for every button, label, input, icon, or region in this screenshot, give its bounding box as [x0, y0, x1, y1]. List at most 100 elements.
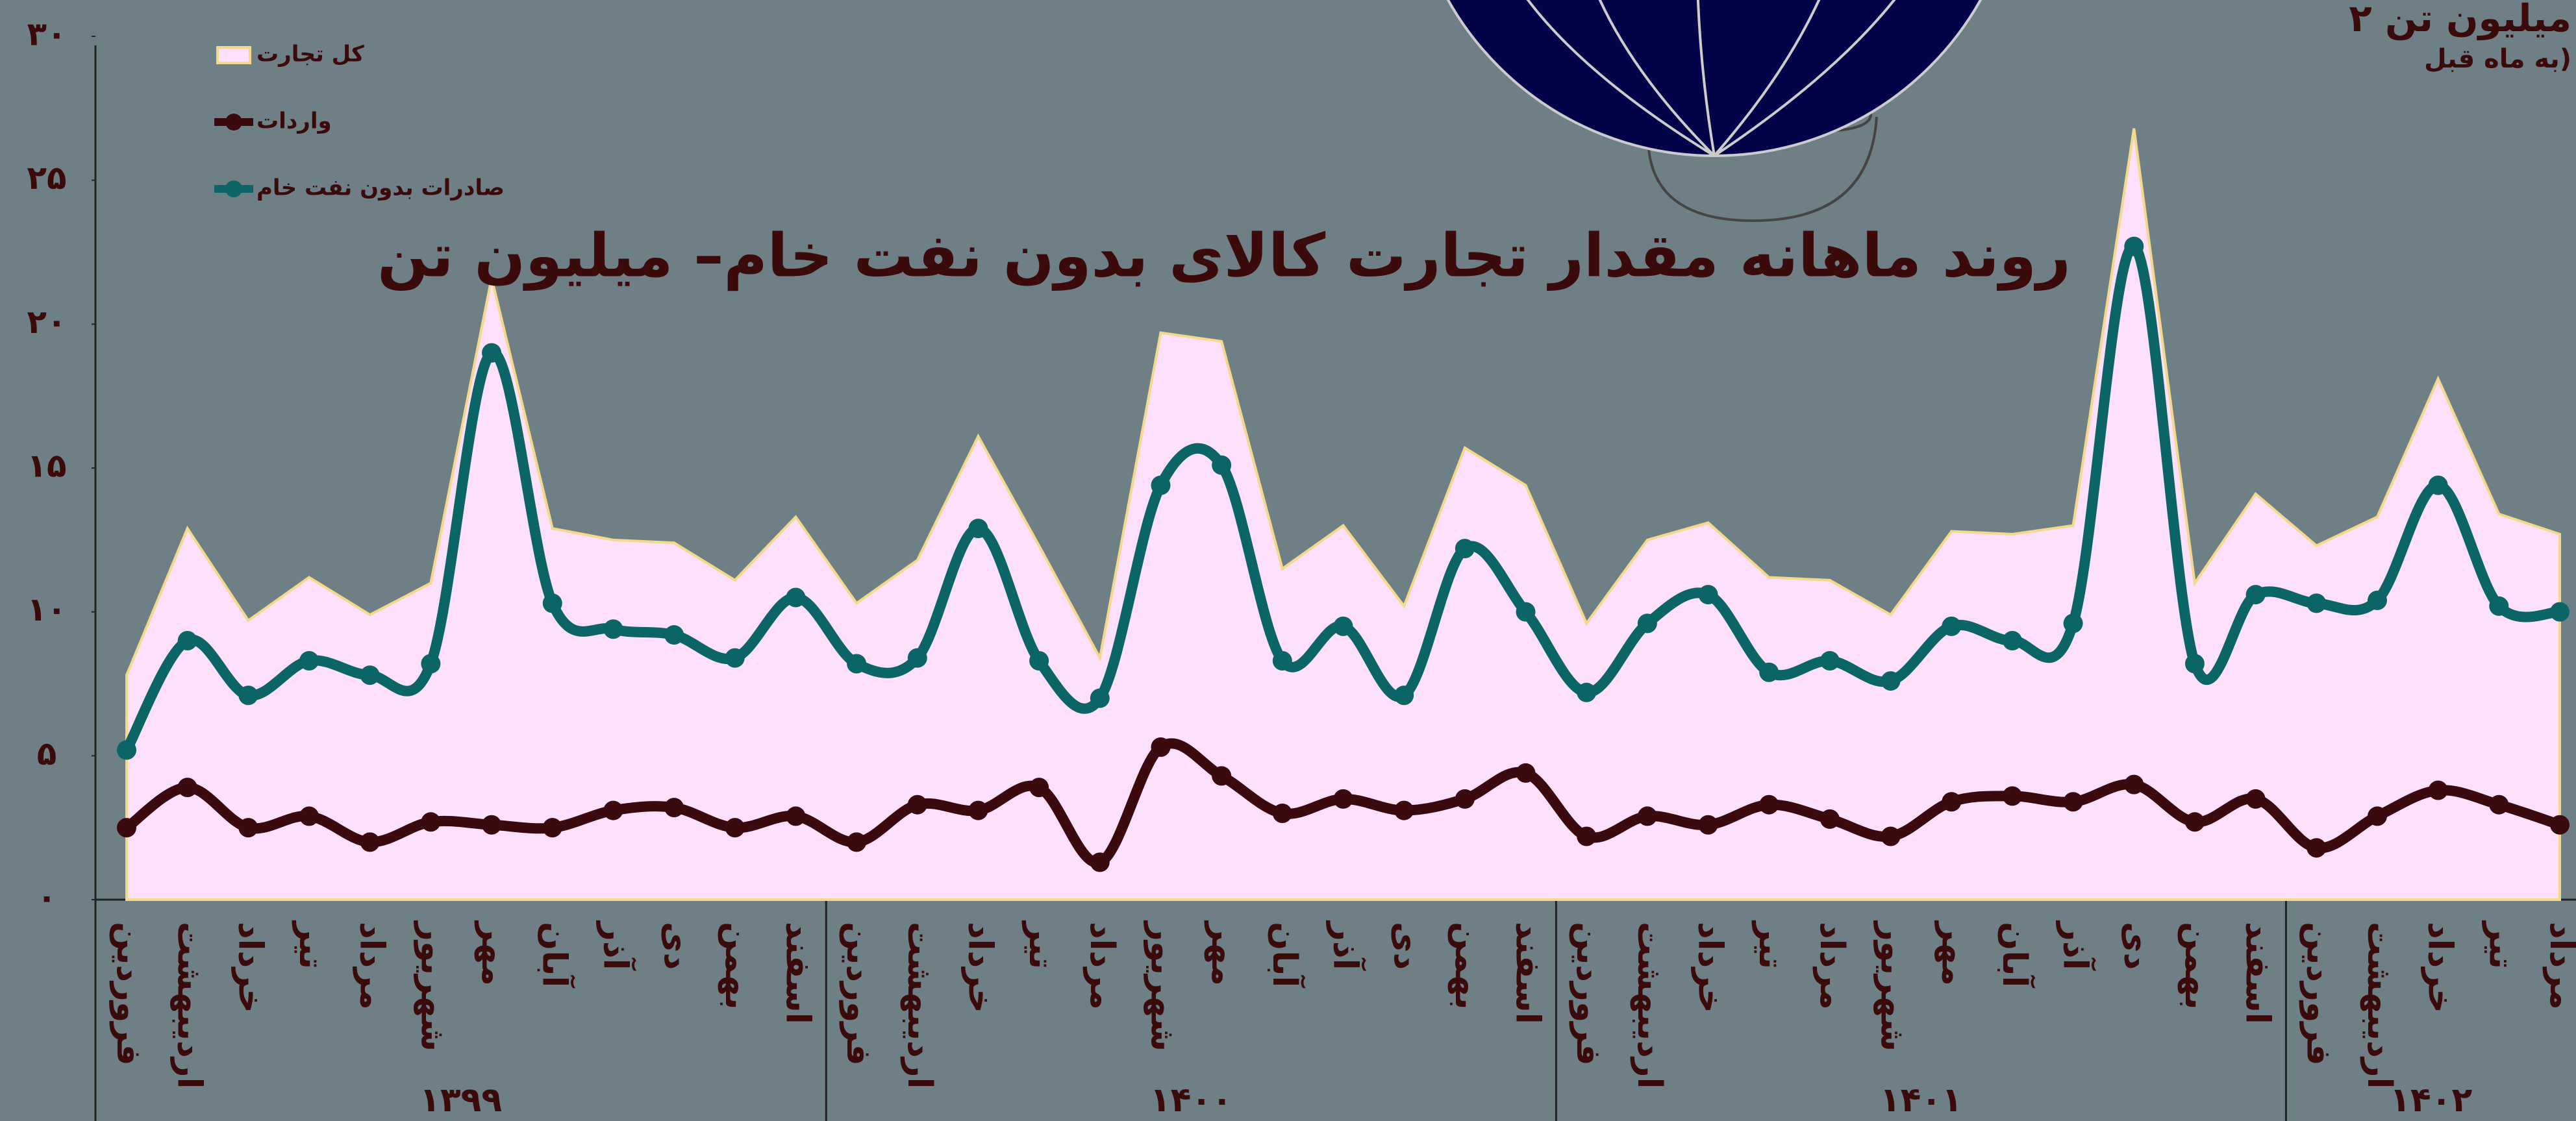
- x-tick-label: فروردین: [839, 922, 878, 1066]
- marker: [1394, 685, 1414, 706]
- x-tick-label: اسفند: [1508, 922, 1547, 1024]
- marker: [1881, 671, 1901, 691]
- x-tick-label: مرداد: [353, 922, 392, 1010]
- y-tick-label: ۲۰: [27, 303, 66, 341]
- marker: [907, 648, 927, 668]
- marker: [1151, 737, 1171, 758]
- marker: [1212, 766, 1232, 786]
- marker: [1455, 539, 1475, 559]
- x-tick-label: تیر: [292, 920, 331, 969]
- x-tick-label: خرداد: [2421, 922, 2460, 1013]
- x-tick-label: آذر: [2056, 920, 2097, 971]
- x-tick-label: اسفند: [2238, 922, 2277, 1024]
- x-tick-label: بهمن: [1447, 922, 1486, 1010]
- marker: [238, 818, 258, 838]
- marker: [421, 812, 441, 832]
- x-tick-label: دی: [1386, 922, 1425, 970]
- legend-swatch: [216, 46, 251, 64]
- group-label: ۱۴۰۲: [2390, 1081, 2472, 1120]
- y-tick-label: ۱۵: [27, 447, 66, 485]
- marker: [786, 806, 806, 826]
- marker: [299, 806, 319, 826]
- marker: [421, 654, 441, 674]
- x-tick-label: تیر: [2481, 920, 2520, 969]
- marker: [2002, 786, 2022, 806]
- marker: [1272, 804, 1292, 823]
- marker: [1029, 778, 1049, 798]
- marker: [1090, 852, 1110, 872]
- marker: [1637, 613, 1657, 634]
- marker: [1698, 585, 1718, 605]
- marker: [1819, 809, 1840, 829]
- marker: [2184, 812, 2205, 832]
- x-tick-label: اردیبهشت: [1630, 922, 1669, 1089]
- marker: [1212, 455, 1232, 475]
- marker: [117, 740, 136, 760]
- legend-marker: [225, 180, 242, 197]
- x-tick-label: فروردین: [1569, 922, 1608, 1066]
- x-tick-label: آبان: [1995, 922, 2036, 988]
- marker: [786, 587, 806, 608]
- marker: [725, 648, 745, 668]
- marker: [1577, 826, 1597, 846]
- marker: [2550, 602, 2570, 622]
- group-label: ۱۳۹۹: [419, 1081, 502, 1120]
- x-tick-label: اردیبهشت: [900, 922, 939, 1089]
- marker: [1759, 662, 1779, 682]
- marker: [664, 625, 684, 645]
- y-tick-label: ۵: [37, 735, 57, 772]
- marker: [2367, 590, 2387, 610]
- marker: [1455, 789, 1475, 809]
- marker: [1151, 475, 1171, 495]
- marker: [1516, 602, 1536, 622]
- marker: [1577, 682, 1597, 702]
- x-tick-label: فروردین: [2299, 922, 2338, 1066]
- marker: [2184, 654, 2205, 674]
- marker: [360, 665, 380, 685]
- y-tick-label: ۱۰: [27, 591, 66, 628]
- x-tick-label: مهر: [1204, 920, 1243, 986]
- x-tick-label: تیر: [1751, 920, 1790, 969]
- marker: [2124, 236, 2144, 256]
- x-tick-label: دی: [2116, 922, 2155, 970]
- marker: [2124, 774, 2144, 795]
- marker: [1333, 789, 1353, 809]
- marker: [1516, 763, 1536, 783]
- x-tick-label: شهریور: [413, 920, 452, 1052]
- y-tick-label: ۰: [37, 879, 57, 917]
- y-tick-label: ۳۰: [27, 16, 66, 53]
- marker: [2367, 806, 2387, 826]
- marker: [1272, 651, 1292, 671]
- marker: [2245, 585, 2266, 605]
- x-tick-label: خرداد: [1691, 922, 1730, 1013]
- x-tick-label: مرداد: [1812, 922, 1851, 1010]
- marker: [177, 778, 197, 798]
- x-tick-label: شهریور: [1143, 920, 1182, 1052]
- marker: [2307, 838, 2327, 858]
- marker: [1759, 795, 1779, 815]
- x-tick-label: بهمن: [718, 922, 757, 1010]
- marker: [1029, 651, 1049, 671]
- marker: [664, 798, 684, 818]
- marker: [2489, 596, 2509, 616]
- marker: [2245, 789, 2266, 809]
- legend-label: کل تجارت: [256, 42, 364, 68]
- x-tick-label: خرداد: [960, 922, 999, 1013]
- marker: [542, 818, 562, 838]
- marker: [2428, 475, 2448, 495]
- group-label: ۱۴۰۱: [1880, 1081, 1962, 1120]
- x-tick-label: آذر: [1326, 920, 1367, 971]
- marker: [2489, 795, 2509, 815]
- marker: [1637, 806, 1657, 826]
- marker: [482, 815, 502, 835]
- x-tick-label: اسفند: [778, 922, 817, 1024]
- group-label: ۱۴۰۰: [1150, 1081, 1232, 1120]
- x-tick-label: اردیبهشت: [2360, 922, 2399, 1089]
- marker: [725, 818, 745, 838]
- marker: [907, 795, 927, 815]
- globe: [1446, 0, 1982, 223]
- marker: [1942, 616, 1962, 636]
- marker: [1881, 826, 1901, 846]
